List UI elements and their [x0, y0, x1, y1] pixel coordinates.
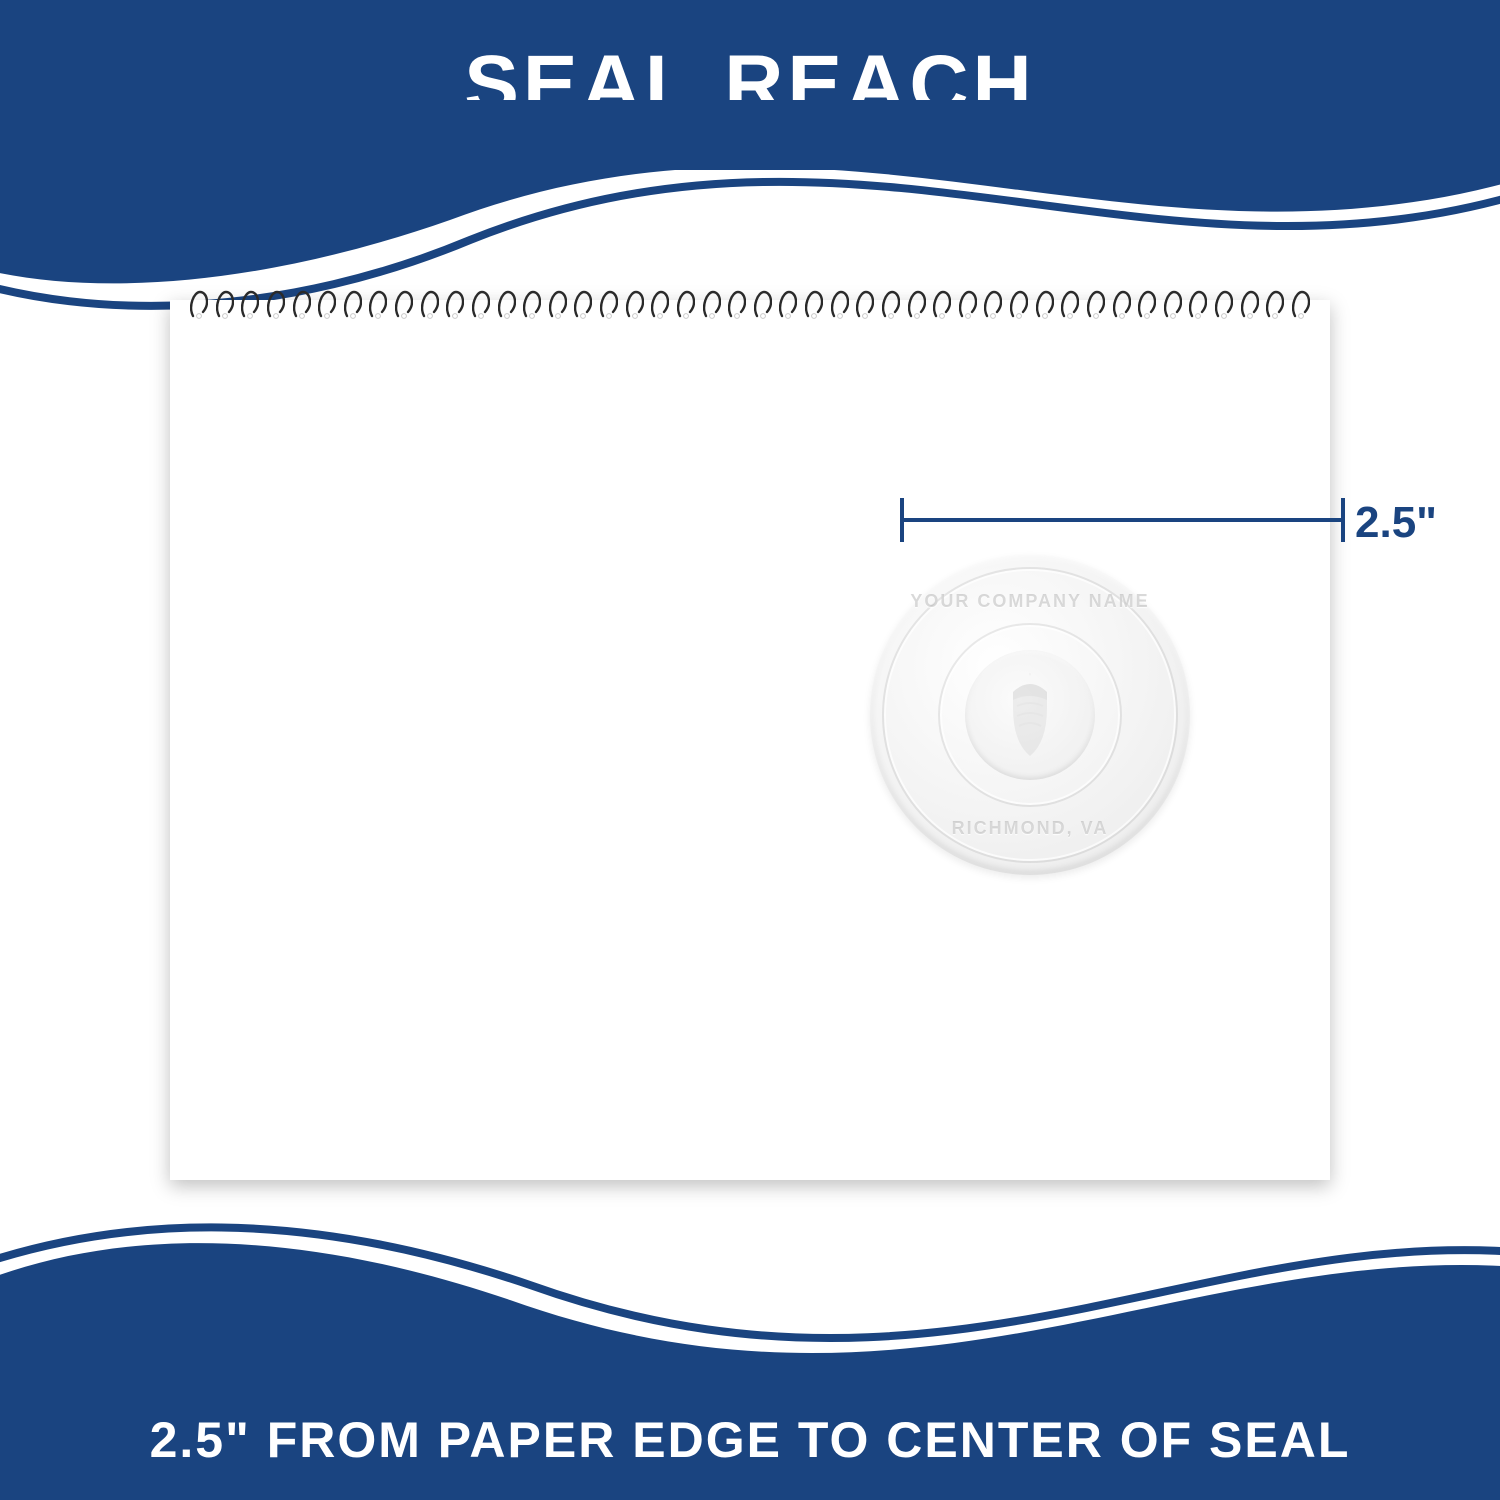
spiral-ring: [1010, 286, 1028, 320]
spiral-ring: [1292, 286, 1310, 320]
spiral-ring: [779, 286, 797, 320]
spiral-ring: [1164, 286, 1182, 320]
spiral-ring: [549, 286, 567, 320]
spiral-ring: [293, 286, 311, 320]
spiral-ring: [805, 286, 823, 320]
spiral-ring: [1215, 286, 1233, 320]
spiral-ring: [1189, 286, 1207, 320]
spiral-ring: [369, 286, 387, 320]
spiral-ring: [446, 286, 464, 320]
acorn-icon: [995, 670, 1065, 760]
spiral-ring: [1061, 286, 1079, 320]
dimension-indicator: 2.5": [900, 490, 1460, 550]
spiral-ring: [728, 286, 746, 320]
dimension-cap-right: [1341, 498, 1345, 542]
spiral-ring: [1138, 286, 1156, 320]
header-band: SEAL REACH: [0, 0, 1500, 170]
footer-text: 2.5" FROM PAPER EDGE TO CENTER OF SEAL: [150, 1411, 1351, 1469]
spiral-ring: [933, 286, 951, 320]
spiral-ring: [651, 286, 669, 320]
spiral-ring: [395, 286, 413, 320]
spiral-ring: [703, 286, 721, 320]
seal-text-bottom: RICHMOND, VA: [870, 818, 1190, 839]
spiral-ring: [882, 286, 900, 320]
spiral-ring: [498, 286, 516, 320]
spiral-ring: [831, 286, 849, 320]
spiral-ring: [959, 286, 977, 320]
spiral-ring: [1266, 286, 1284, 320]
page-title: SEAL REACH: [464, 38, 1036, 132]
spiral-ring: [1241, 286, 1259, 320]
spiral-ring: [574, 286, 592, 320]
seal-text-top: YOUR COMPANY NAME: [870, 591, 1190, 612]
spiral-ring: [318, 286, 336, 320]
spiral-ring: [984, 286, 1002, 320]
spiral-ring: [1113, 286, 1131, 320]
spiral-ring: [190, 286, 208, 320]
spiral-ring: [856, 286, 874, 320]
embossed-seal: YOUR COMPANY NAME RICHMOND, VA: [870, 555, 1190, 875]
spiral-ring: [754, 286, 772, 320]
spiral-ring: [267, 286, 285, 320]
spiral-binding: [190, 286, 1310, 326]
spiral-ring: [344, 286, 362, 320]
dimension-label: 2.5": [1355, 498, 1460, 548]
spiral-ring: [216, 286, 234, 320]
spiral-ring: [241, 286, 259, 320]
spiral-ring: [626, 286, 644, 320]
spiral-ring: [1036, 286, 1054, 320]
spiral-ring: [421, 286, 439, 320]
spiral-ring: [600, 286, 618, 320]
spiral-ring: [677, 286, 695, 320]
spiral-ring: [1087, 286, 1105, 320]
spiral-ring: [523, 286, 541, 320]
dimension-line: [900, 518, 1345, 522]
spiral-ring: [908, 286, 926, 320]
seal-center: [965, 650, 1095, 780]
spiral-ring: [472, 286, 490, 320]
footer-band: 2.5" FROM PAPER EDGE TO CENTER OF SEAL: [0, 1380, 1500, 1500]
